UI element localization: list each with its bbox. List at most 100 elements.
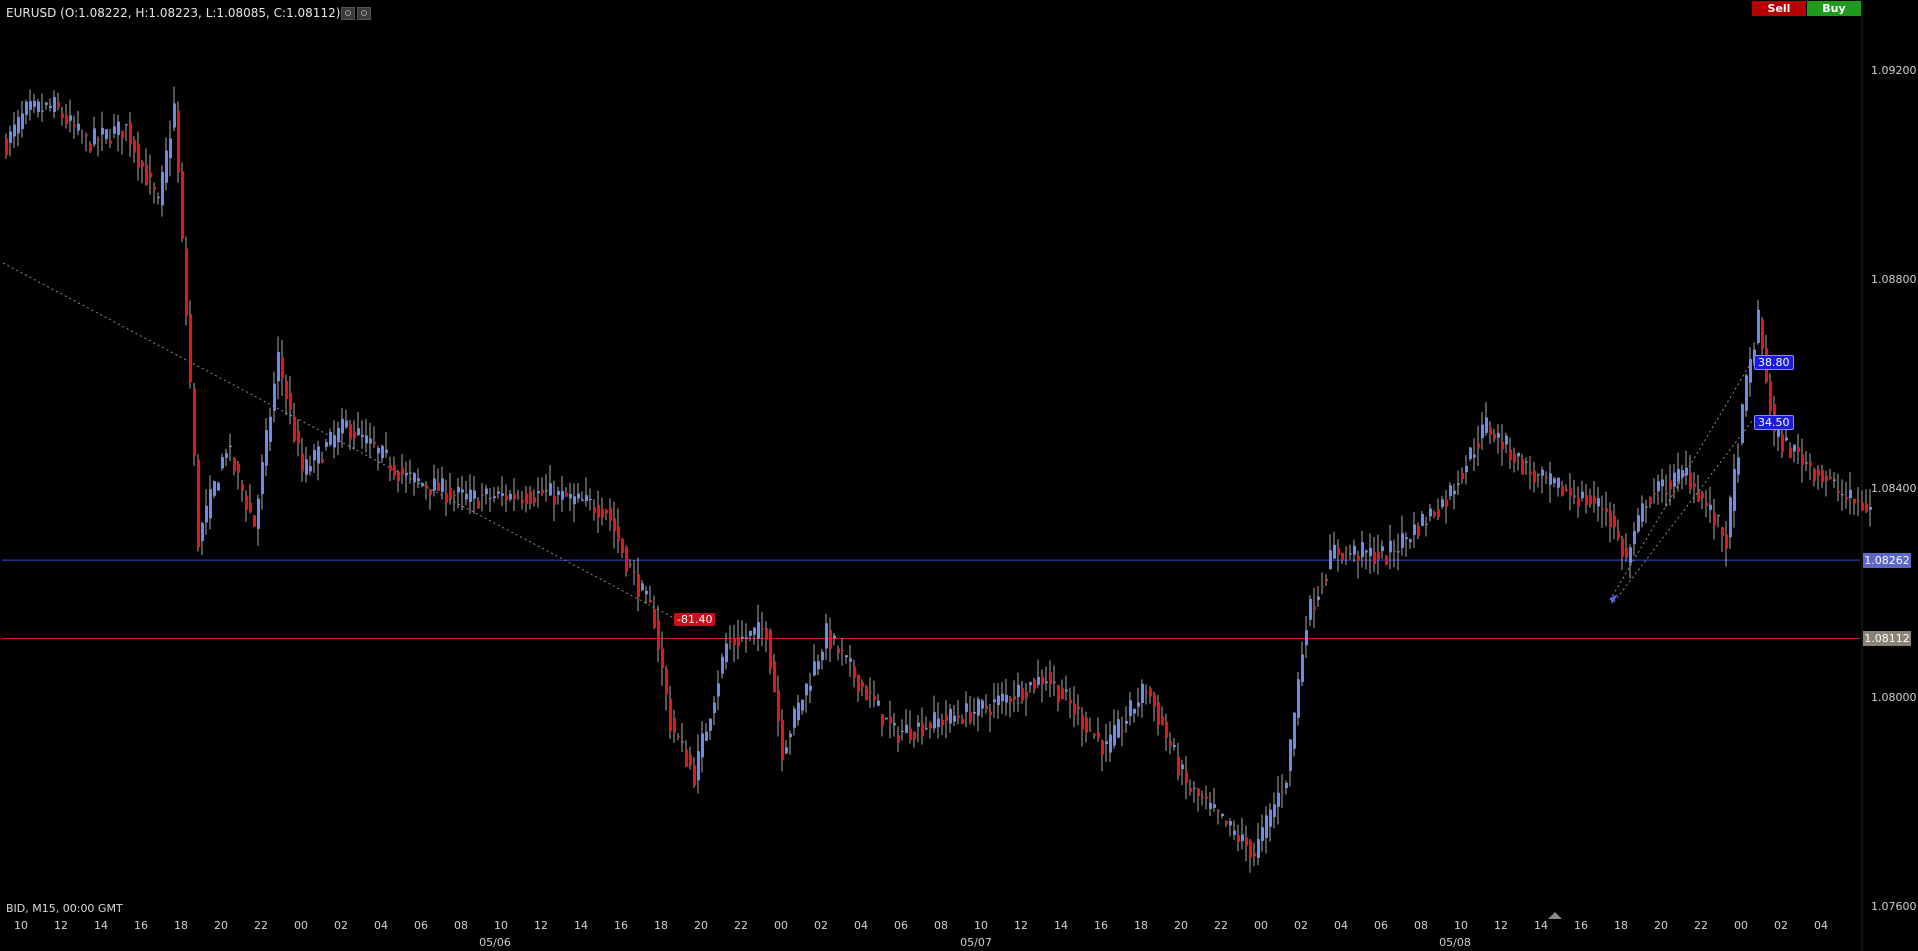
candle-body	[385, 449, 388, 453]
candle-body	[1049, 671, 1052, 684]
candle-body	[329, 431, 332, 445]
candle-body	[1153, 693, 1156, 707]
candle-body	[1061, 688, 1064, 700]
candle-body	[105, 129, 108, 140]
candle-body	[305, 459, 308, 475]
candle-body	[261, 462, 264, 494]
candle-body	[1113, 725, 1116, 746]
candle-body	[961, 718, 964, 724]
candle-body	[1825, 476, 1828, 482]
candle-body	[485, 488, 488, 495]
candle-body	[989, 711, 992, 716]
chart-settings-icon[interactable]	[341, 7, 355, 20]
candle-body	[5, 138, 8, 155]
candle-body	[917, 722, 920, 727]
candle-body	[1297, 679, 1300, 718]
candle-body	[109, 140, 112, 144]
candle-body	[369, 438, 372, 444]
candle-body	[1421, 514, 1424, 526]
candle-body	[417, 478, 420, 482]
candle-body	[1769, 381, 1772, 412]
candle-body	[1609, 510, 1612, 527]
candle-body	[1585, 494, 1588, 506]
candle-body	[1821, 469, 1824, 482]
candle-body	[1345, 548, 1348, 550]
candle-body	[141, 161, 144, 167]
candle-body	[673, 718, 676, 733]
candle-body	[1641, 503, 1644, 522]
candle-body	[1301, 654, 1304, 682]
x-tick-label: 14	[1534, 919, 1548, 932]
candle-body	[1841, 494, 1844, 496]
candle-body	[405, 472, 408, 476]
candle-body	[1509, 449, 1512, 460]
candle-body	[257, 498, 260, 529]
buy-button[interactable]: Buy	[1807, 1, 1861, 16]
candle-body	[1429, 508, 1432, 517]
candle-body	[513, 494, 516, 500]
x-tick-label: 04	[1334, 919, 1348, 932]
candle-body	[493, 496, 496, 499]
trendline-pl-label: -81.40	[674, 613, 716, 626]
candle-body	[1121, 730, 1124, 732]
candle-body	[425, 484, 428, 488]
candle-body	[689, 754, 692, 766]
candle-body	[1057, 685, 1060, 703]
candle-body	[1145, 691, 1148, 693]
candle-body	[1389, 540, 1392, 553]
candle-body	[825, 623, 828, 649]
candle-body	[125, 124, 128, 126]
x-tick-label: 18	[654, 919, 668, 932]
candle-body	[1805, 462, 1808, 464]
candle-body	[213, 481, 216, 496]
candle-body	[301, 453, 304, 472]
candle-body	[885, 717, 888, 720]
candle-body	[633, 571, 636, 573]
candle-body	[1169, 740, 1172, 747]
candle-body	[1045, 681, 1048, 683]
candle-body	[913, 732, 916, 740]
candle-body	[1621, 538, 1624, 557]
candle-body	[501, 493, 504, 496]
candle-body	[1349, 553, 1352, 555]
candle-body	[1461, 472, 1464, 480]
candle-body	[849, 658, 852, 662]
x-tick-label: 18	[1614, 919, 1628, 932]
candle-body	[361, 434, 364, 437]
chart-options-icon[interactable]	[357, 7, 371, 20]
candle-body	[1037, 676, 1040, 685]
candle-body	[665, 668, 668, 695]
candle-body	[1213, 804, 1216, 808]
candle-body	[525, 493, 528, 505]
candle-body	[1305, 630, 1308, 646]
candle-body	[773, 661, 776, 693]
candle-body	[1177, 756, 1180, 776]
sell-button[interactable]: Sell	[1752, 1, 1806, 16]
candle-body	[1321, 586, 1324, 588]
candle-body	[337, 427, 340, 443]
candle-body	[441, 478, 444, 492]
candle-body	[757, 622, 760, 639]
candle-body	[1533, 470, 1536, 483]
x-tick-label: 12	[54, 919, 68, 932]
candle-body	[241, 483, 244, 491]
candle-body	[817, 661, 820, 670]
candle-body	[1097, 732, 1100, 738]
candle-body	[325, 442, 328, 447]
candle-body	[653, 609, 656, 628]
candle-body	[1449, 485, 1452, 497]
candle-body	[1869, 506, 1872, 510]
candle-body	[133, 140, 136, 153]
candle-body	[173, 103, 176, 128]
candle-body	[177, 110, 180, 173]
candle-body	[1741, 404, 1744, 443]
candle-body	[681, 741, 684, 743]
candle-body	[1749, 359, 1752, 383]
candle-body	[749, 630, 752, 636]
candle-body	[697, 751, 700, 781]
y-tick-label: 1.08800	[1871, 273, 1917, 286]
candle-body	[677, 735, 680, 737]
candle-body	[1525, 461, 1528, 463]
candle-body	[1593, 497, 1596, 504]
